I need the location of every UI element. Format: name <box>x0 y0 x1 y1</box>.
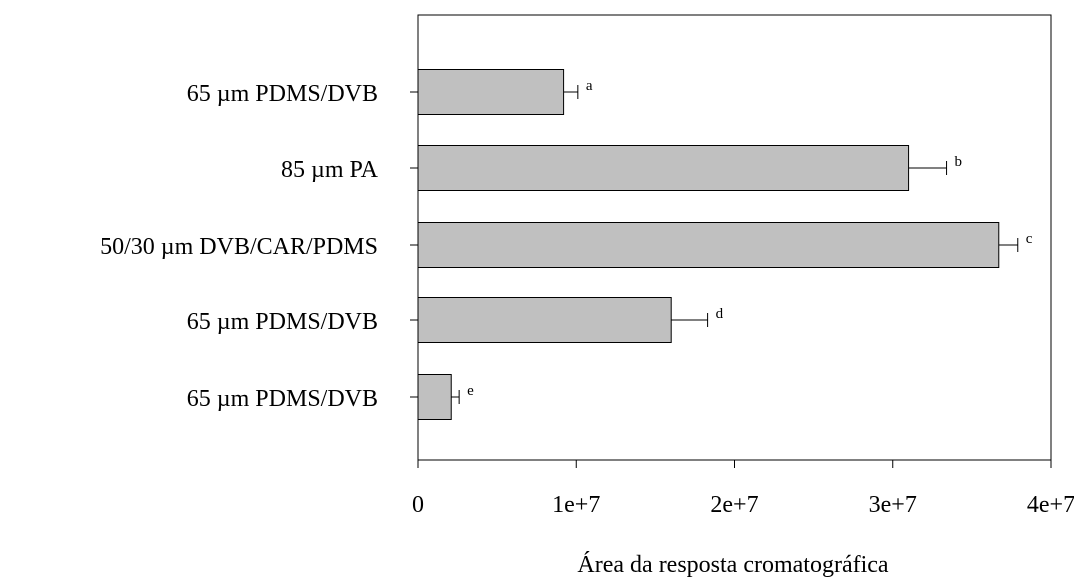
significance-label: c <box>1026 231 1033 247</box>
x-axis-title: Área da resposta cromatográfica <box>577 552 889 578</box>
significance-label: a <box>586 78 593 94</box>
bar <box>417 222 1000 268</box>
significance-label: e <box>467 383 474 399</box>
bar <box>417 374 452 420</box>
plot-area: 0 1e+7 2e+7 3e+7 4e+7 a 65 µm PDMS/DVB b 85 µm P… <box>100 14 1074 518</box>
category-label: 50/30 µm DVB/CAR/PDMS <box>100 234 378 260</box>
significance-label: b <box>955 154 963 170</box>
category-label: 65 µm PDMS/DVB <box>187 81 378 107</box>
x-tick-label: 2e+7 <box>710 492 758 518</box>
x-tick-label: 0 <box>412 492 424 518</box>
category-label: 85 µm PA <box>281 157 379 183</box>
bar <box>417 297 672 343</box>
x-tick-label: 4e+7 <box>1027 492 1074 518</box>
bar <box>417 69 565 115</box>
bar <box>417 145 910 191</box>
category-label: 65 µm PDMS/DVB <box>187 386 378 412</box>
category-label: 65 µm PDMS/DVB <box>187 309 378 335</box>
significance-label: d <box>716 306 724 322</box>
x-tick-label: 3e+7 <box>869 492 917 518</box>
x-tick-label: 1e+7 <box>552 492 600 518</box>
